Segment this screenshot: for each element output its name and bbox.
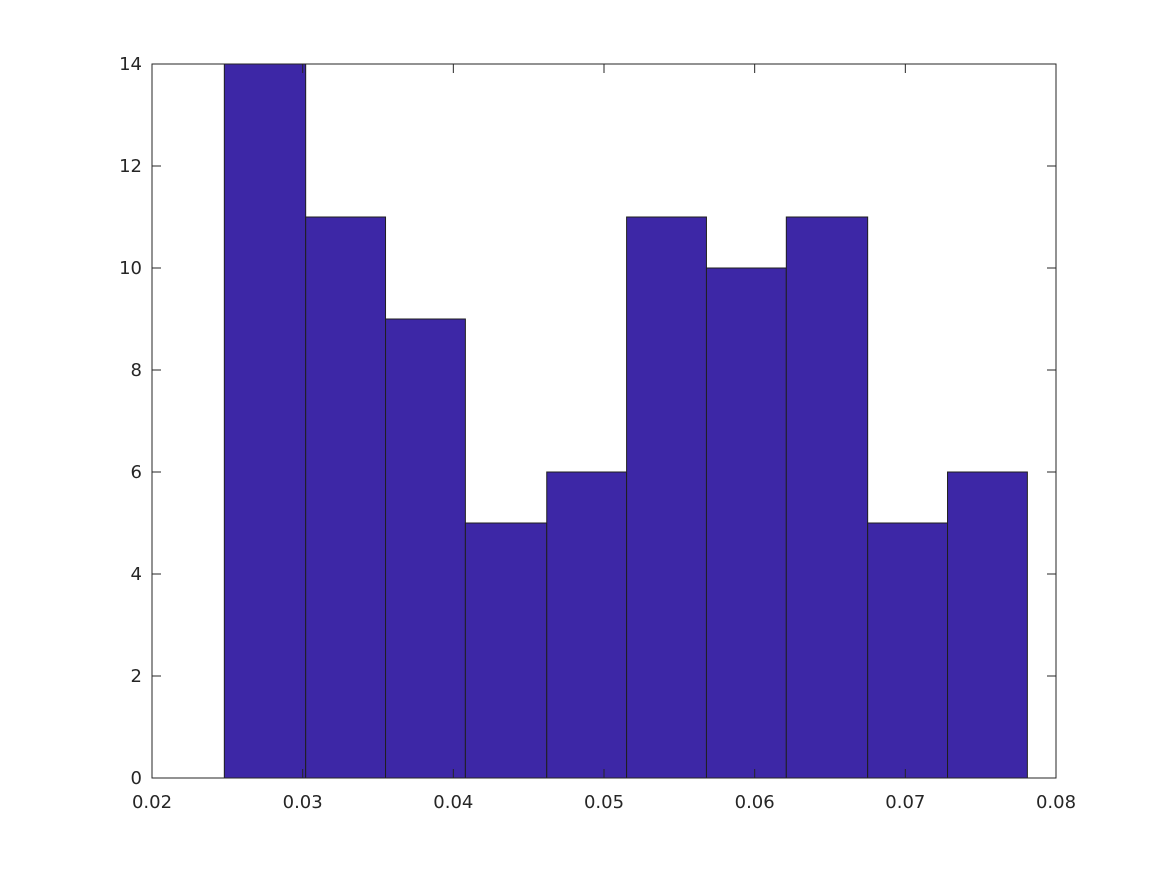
y-tick-label: 12 [119,156,142,177]
x-tick-label: 0.03 [283,792,323,813]
x-tick-label: 0.02 [132,792,172,813]
histogram-bar [785,216,869,779]
histogram-bar [626,216,707,779]
x-tick-label: 0.06 [735,792,775,813]
y-tick-label: 2 [131,666,142,687]
x-tick-label: 0.05 [584,792,624,813]
histogram-bar [223,63,307,779]
y-tick-label: 6 [131,462,142,483]
x-tick-label: 0.04 [433,792,473,813]
ticks-layer [151,63,1057,779]
histogram-bar [464,522,548,779]
histogram-bar [705,267,787,779]
histogram-bar [867,522,949,779]
y-tick-labels: 0 2 4 6 8 10 12 14 [119,54,142,789]
histogram-bar [546,471,628,779]
y-tick-label: 0 [131,768,142,789]
bars-layer [223,63,1028,779]
histogram-bar [947,471,1028,779]
y-tick-label: 4 [131,564,142,585]
x-tick-label: 0.07 [885,792,925,813]
y-tick-label: 14 [119,54,142,75]
x-tick-labels: 0.02 0.03 0.04 0.05 0.06 0.07 0.08 [132,792,1076,813]
x-tick-label: 0.08 [1036,792,1076,813]
histogram-bar [385,318,466,779]
histogram-bar [305,216,387,779]
y-tick-label: 8 [131,360,142,381]
y-tick-label: 10 [119,258,142,279]
